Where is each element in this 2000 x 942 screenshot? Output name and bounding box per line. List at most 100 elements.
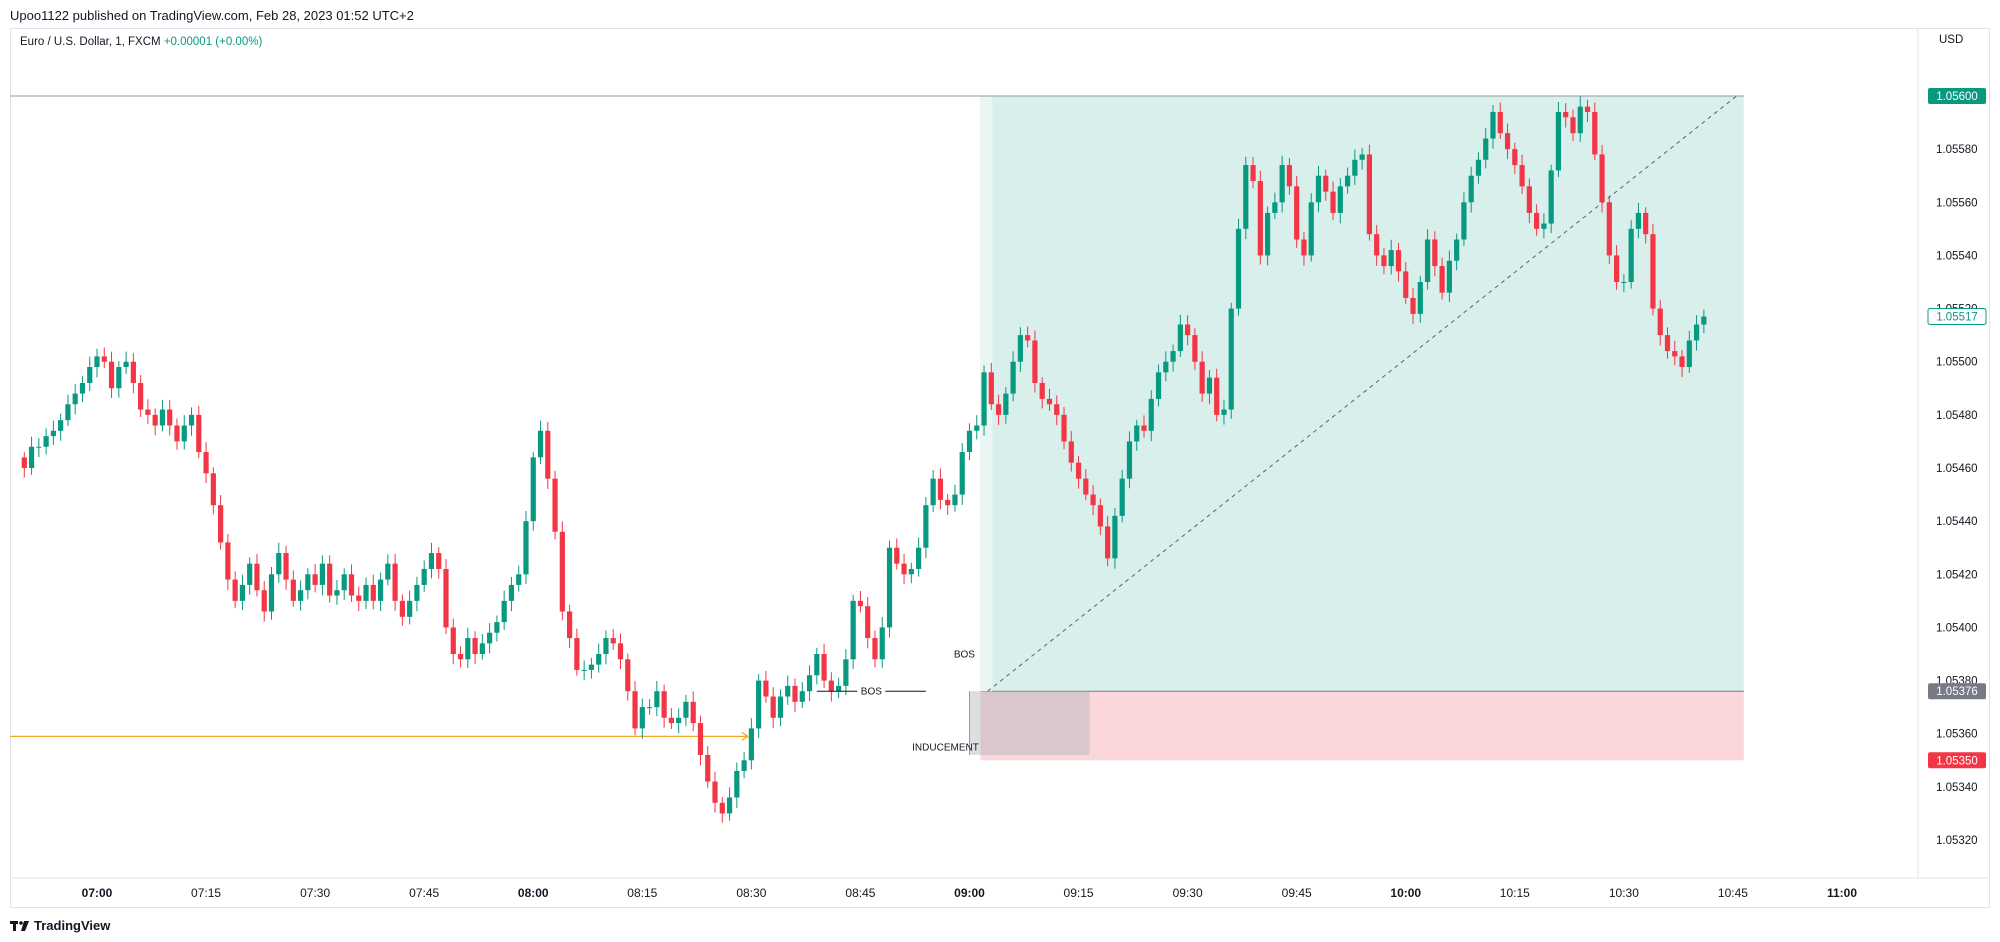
candle <box>159 399 166 432</box>
y-tick-label: 1.05320 <box>1936 835 1978 847</box>
candle-body <box>1432 239 1438 267</box>
candle-body <box>1228 308 1234 410</box>
candle <box>1214 368 1220 422</box>
candle-body <box>588 664 595 670</box>
candle-body <box>916 547 922 569</box>
candle <box>1657 299 1663 346</box>
candle-body <box>872 638 878 660</box>
candle <box>290 570 296 607</box>
candle <box>1148 390 1154 442</box>
y-tick-label: 1.05560 <box>1936 197 1978 209</box>
candle <box>756 674 762 739</box>
candle <box>334 580 340 605</box>
candle-body <box>1541 223 1547 229</box>
candle <box>1344 167 1351 194</box>
candle <box>341 568 347 600</box>
candle <box>1599 144 1605 213</box>
candle <box>152 408 158 436</box>
candle-body <box>457 654 464 660</box>
candle <box>1584 99 1591 122</box>
price-badge-bg <box>1927 308 1987 326</box>
candle-body <box>290 579 296 601</box>
candle <box>1105 516 1111 567</box>
time-axis: 07:00 07:15 07:30 07:45 08:00 08:15 08:30 08:45… <box>10 29 1990 900</box>
candle <box>1410 288 1416 324</box>
candle <box>1359 148 1365 170</box>
candle <box>1403 262 1409 304</box>
y-tick-label: 1.05540 <box>1936 250 1978 262</box>
candle <box>1192 328 1198 371</box>
candle <box>1555 101 1562 178</box>
candle <box>196 405 202 459</box>
price-badge-bg <box>1928 683 1986 700</box>
candle <box>1606 195 1612 265</box>
candle-body <box>421 568 427 585</box>
tradingview-logo-icon <box>10 920 29 931</box>
candle-body <box>1068 441 1074 463</box>
candle-body <box>508 584 515 601</box>
footer-brand[interactable]: TradingView <box>10 918 110 933</box>
candle <box>167 400 173 436</box>
candle <box>792 678 798 713</box>
candle-body <box>792 685 798 702</box>
drawing-lines <box>10 95 1744 741</box>
candle-body <box>1475 159 1482 176</box>
candle-body <box>428 553 435 569</box>
candle-body <box>1446 260 1452 293</box>
candle <box>632 681 638 736</box>
candle-body <box>1177 324 1183 352</box>
candle-body <box>1454 239 1460 261</box>
candle-body <box>370 584 376 601</box>
candle <box>487 623 493 654</box>
candle-body <box>1628 228 1634 282</box>
price-labels: 1.05600 1.05517 1.05376 1.05350 <box>1927 88 1987 769</box>
candle-body <box>225 542 231 580</box>
candle <box>356 586 362 612</box>
candle-body <box>43 436 49 447</box>
x-tick-label: 08:15 <box>627 886 657 900</box>
candle <box>537 420 544 465</box>
candle-body <box>1359 154 1365 160</box>
candle <box>457 646 464 668</box>
candle <box>1490 104 1496 149</box>
candle <box>959 443 965 505</box>
candle <box>319 555 325 596</box>
candle <box>1112 508 1118 569</box>
x-tick-label: 11:00 <box>1827 886 1857 900</box>
candle <box>261 581 267 622</box>
candle-body <box>806 675 813 692</box>
candle-body <box>1614 255 1620 282</box>
candle-body <box>821 654 827 681</box>
candle <box>1177 314 1183 357</box>
candle-body <box>676 717 682 724</box>
candle <box>72 384 78 415</box>
candle-body <box>1417 282 1423 314</box>
chart-frame <box>10 28 1990 908</box>
candle <box>1286 157 1293 195</box>
candle-body <box>1504 133 1511 150</box>
candle-body <box>414 584 420 601</box>
symbol-legend[interactable]: Euro / U.S. Dollar, 1, FXCM +0.00001 (+0… <box>20 36 262 48</box>
candle <box>1504 123 1511 160</box>
candle <box>908 562 914 584</box>
candle <box>1265 206 1271 266</box>
candle <box>1061 407 1067 450</box>
candle <box>836 677 842 699</box>
candle <box>218 495 224 550</box>
candle-body <box>603 638 609 654</box>
candle <box>1054 395 1060 426</box>
candle-body <box>1584 106 1591 112</box>
candle-body <box>654 691 660 708</box>
candle-body <box>1163 361 1169 373</box>
candle <box>508 577 515 612</box>
candle <box>530 451 536 531</box>
candle-body <box>1083 478 1089 495</box>
candle-body <box>1279 165 1285 203</box>
candle <box>348 564 355 602</box>
candle <box>1279 155 1285 213</box>
candle <box>705 745 711 788</box>
candle <box>865 597 871 649</box>
candle <box>1512 142 1518 174</box>
candle <box>806 665 813 702</box>
